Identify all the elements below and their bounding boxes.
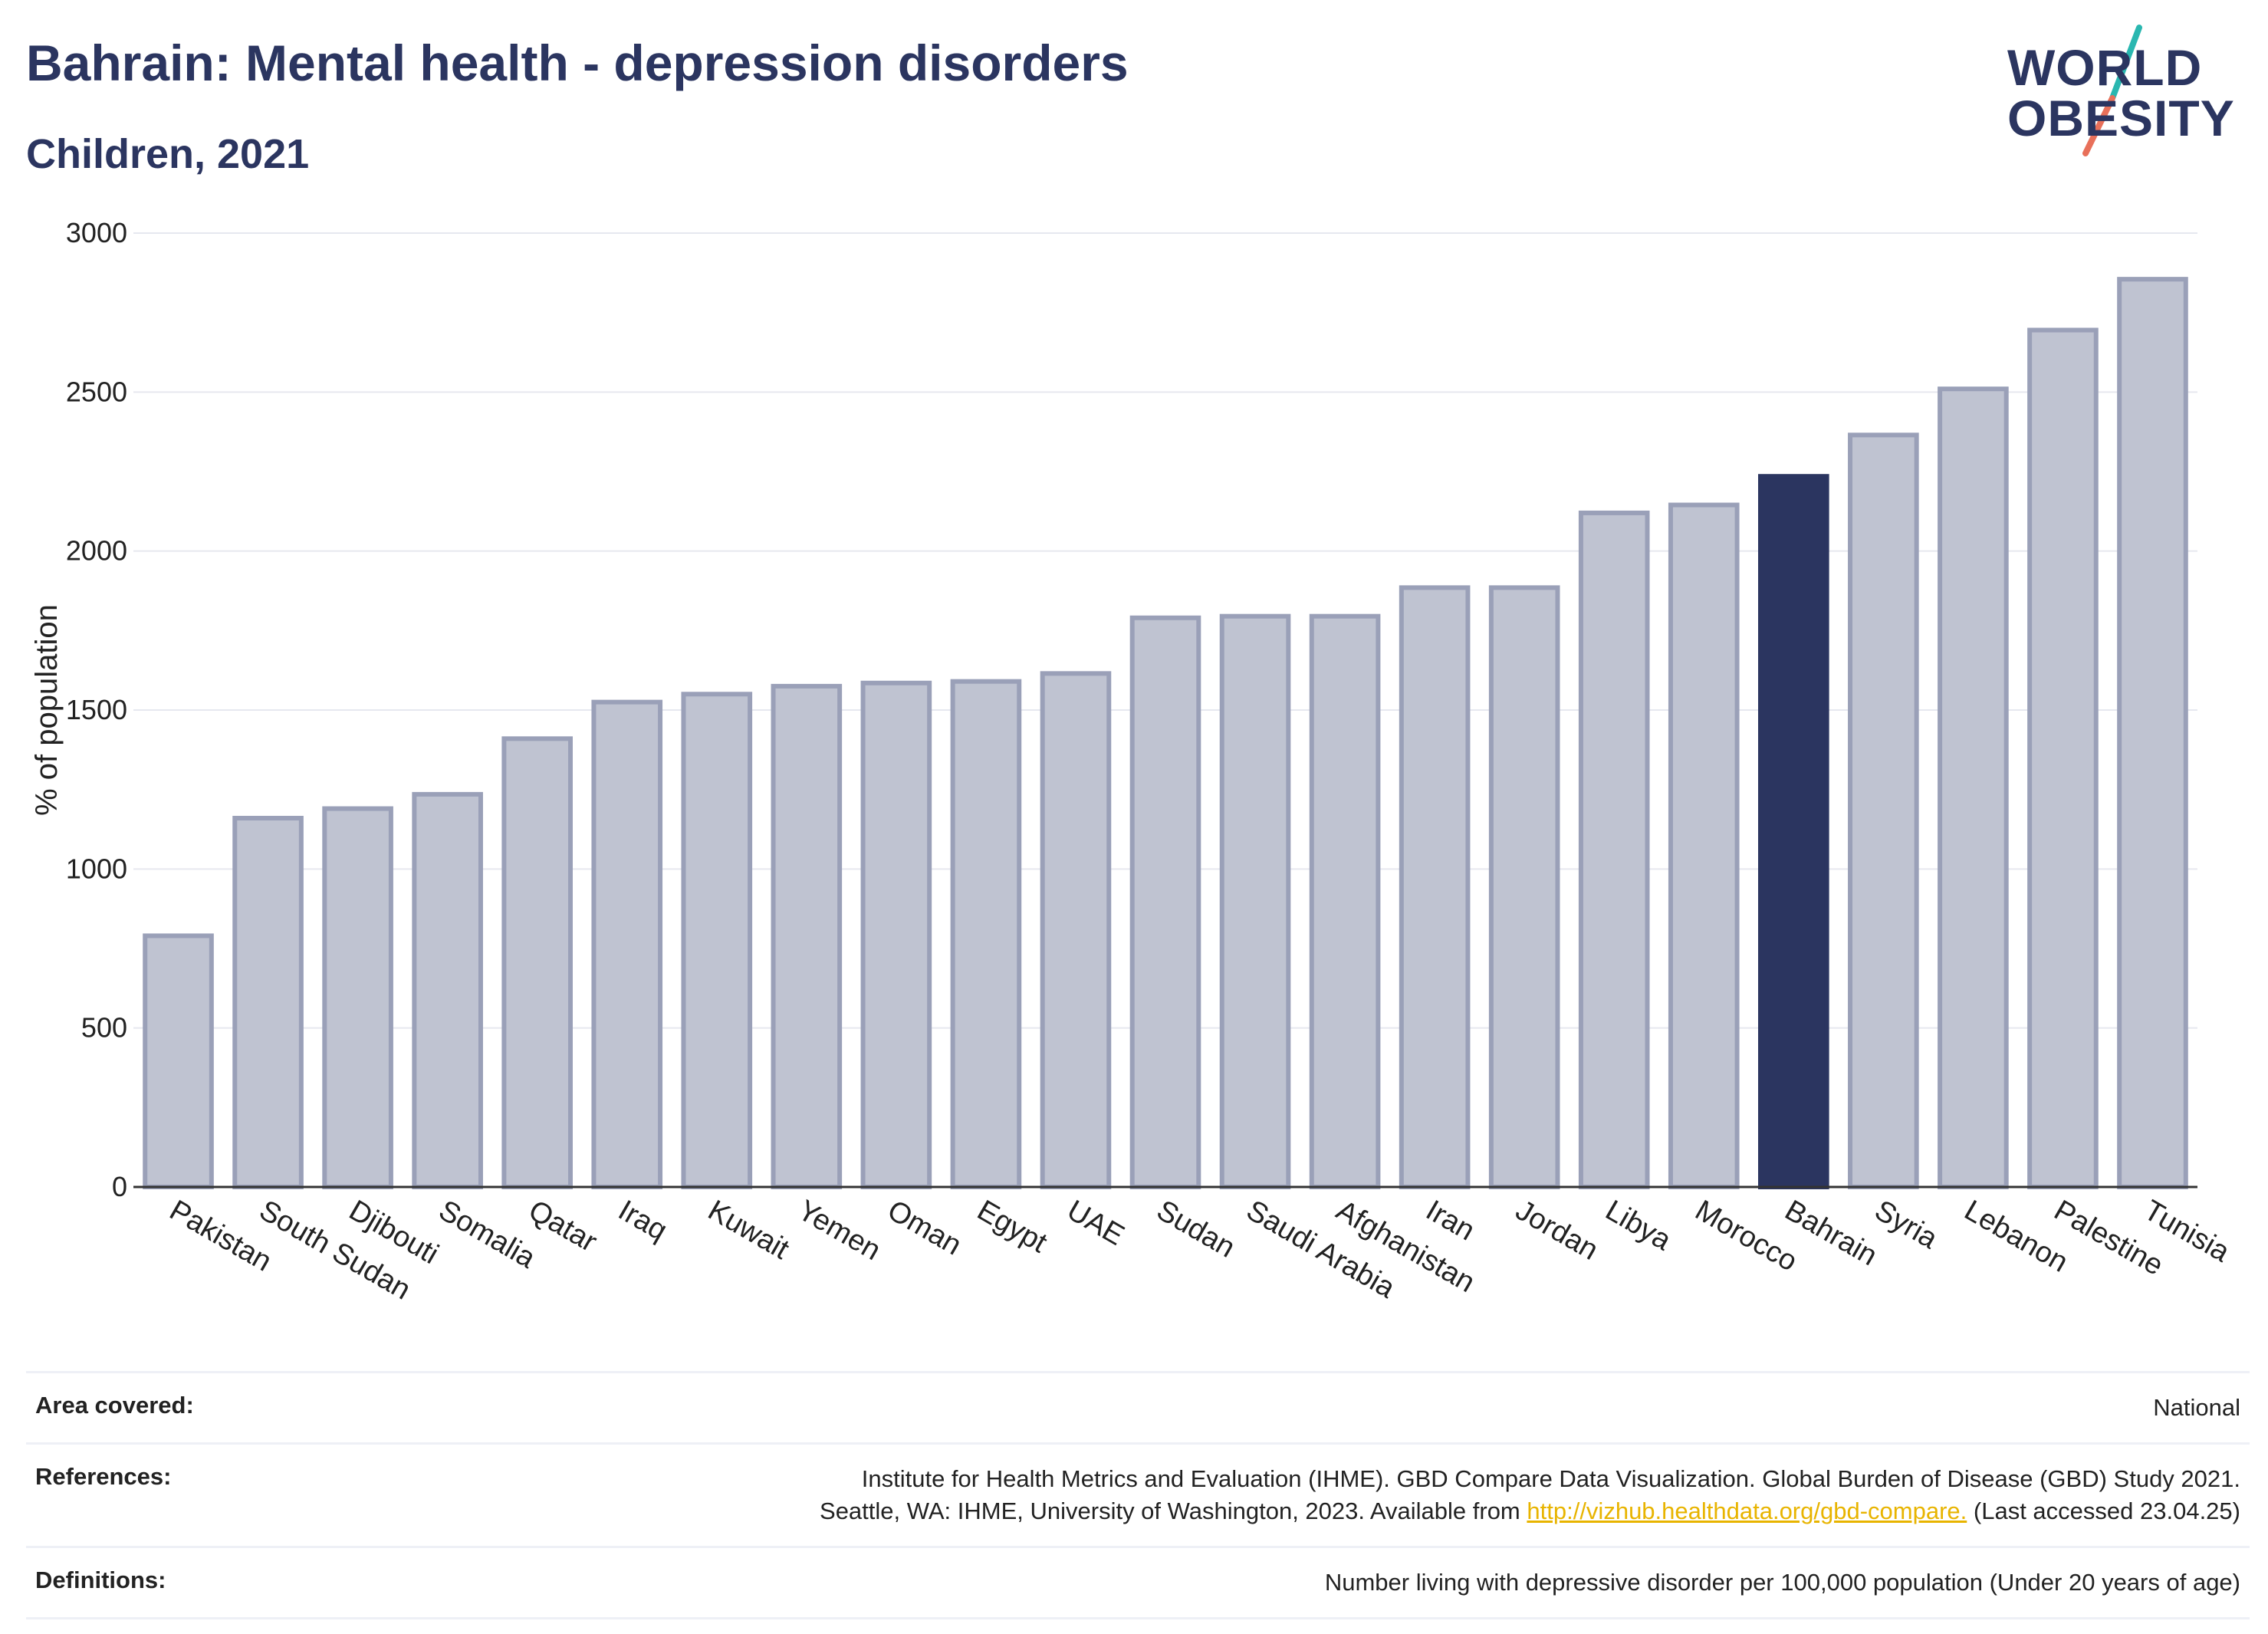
references-label: References:	[35, 1463, 172, 1490]
logo-word-1: WORLD	[2007, 39, 2203, 96]
bar-south-sudan	[232, 815, 304, 1190]
footer-row-area: Area covered: National	[26, 1371, 2250, 1442]
bar-yemen	[771, 683, 843, 1189]
x-tick-label: Libya	[1600, 1194, 1677, 1257]
bar-chart: 0 500 1000 1500 2000 2500 3000 % of population P…	[30, 217, 2236, 1307]
chart-title: Bahrain: Mental health - depression diso…	[26, 35, 1129, 91]
bar-pakistan	[143, 933, 214, 1189]
bar-syria	[1848, 432, 1919, 1189]
footer-row-definitions: Definitions: Number living with depressi…	[26, 1546, 2250, 1619]
x-tick-label: Iran	[1421, 1194, 1481, 1247]
chart-subtitle: Children, 2021	[26, 131, 310, 177]
bar-libya	[1578, 510, 1650, 1189]
bar-iraq	[591, 699, 663, 1189]
bar-bahrain	[1757, 474, 1829, 1190]
x-tick-label: Jordan	[1510, 1194, 1604, 1266]
bar-sudan	[1129, 615, 1201, 1189]
y-tick-label: 2000	[66, 535, 127, 567]
definitions-label: Definitions:	[35, 1567, 166, 1593]
y-tick-label: 1500	[66, 694, 127, 725]
y-tick-label: 3000	[66, 217, 127, 248]
bar-iran	[1399, 585, 1471, 1189]
bar-djibouti	[322, 806, 393, 1190]
y-tick-label: 0	[112, 1171, 127, 1202]
x-tick-label: Pakistan	[164, 1194, 277, 1277]
references-link[interactable]: http://vizhub.healthdata.org/gbd-compare…	[1527, 1498, 1967, 1524]
bar-jordan	[1488, 585, 1560, 1189]
logo-word-2: OBESITY	[2007, 90, 2235, 146]
bar-kuwait	[681, 692, 753, 1189]
area-covered-value: National	[2153, 1394, 2240, 1421]
world-obesity-logo: WORLD OBESITY	[1994, 21, 2254, 159]
y-tick-label: 2500	[66, 376, 127, 407]
bar-uae	[1040, 671, 1112, 1189]
chart-footer: Area covered: National References: Insti…	[26, 1371, 2250, 1619]
definitions-value: Number living with depressive disorder p…	[1324, 1569, 2240, 1596]
bar-somalia	[412, 791, 483, 1189]
x-tick-label: Kuwait	[702, 1194, 794, 1266]
bar-lebanon	[1938, 386, 2009, 1190]
area-covered-label: Area covered:	[35, 1392, 194, 1419]
y-axis-label: % of population	[30, 604, 64, 816]
footer-row-references: References: Institute for Health Metrics…	[26, 1442, 2250, 1546]
x-tick-label: UAE	[1061, 1194, 1129, 1251]
logo-slash-icon	[2082, 25, 2142, 156]
bar-afghanistan	[1309, 613, 1381, 1189]
bar-egypt	[950, 679, 1022, 1189]
references-line-2-pre: Seattle, WA: IHME, University of Washing…	[820, 1498, 1520, 1524]
bar-palestine	[2027, 327, 2099, 1189]
bar-saudi-arabia	[1219, 613, 1291, 1189]
x-tick-label: Egypt	[971, 1194, 1053, 1259]
x-tick-label: Iraq	[613, 1194, 672, 1247]
bar-tunisia	[2117, 277, 2188, 1189]
x-tick-label: South Sudan	[254, 1194, 416, 1306]
bar-oman	[860, 680, 932, 1189]
x-tick-label: Sudan	[1152, 1194, 1241, 1264]
x-tick-label: Yemen	[792, 1194, 886, 1267]
references-line-2-post: (Last accessed 23.04.25)	[1973, 1498, 2240, 1524]
y-tick-label: 500	[81, 1012, 127, 1044]
x-tick-label: Lebanon	[1959, 1194, 2073, 1278]
bar-morocco	[1668, 502, 1740, 1190]
references-line-1: Institute for Health Metrics and Evaluat…	[861, 1465, 2240, 1492]
x-tick-label: Morocco	[1690, 1194, 1803, 1277]
references-value: Institute for Health Metrics and Evaluat…	[820, 1463, 2240, 1527]
bar-qatar	[501, 736, 574, 1189]
x-tick-label: Somalia	[433, 1194, 541, 1274]
y-tick-label: 1000	[66, 853, 127, 884]
x-tick-label: Oman	[882, 1194, 967, 1261]
